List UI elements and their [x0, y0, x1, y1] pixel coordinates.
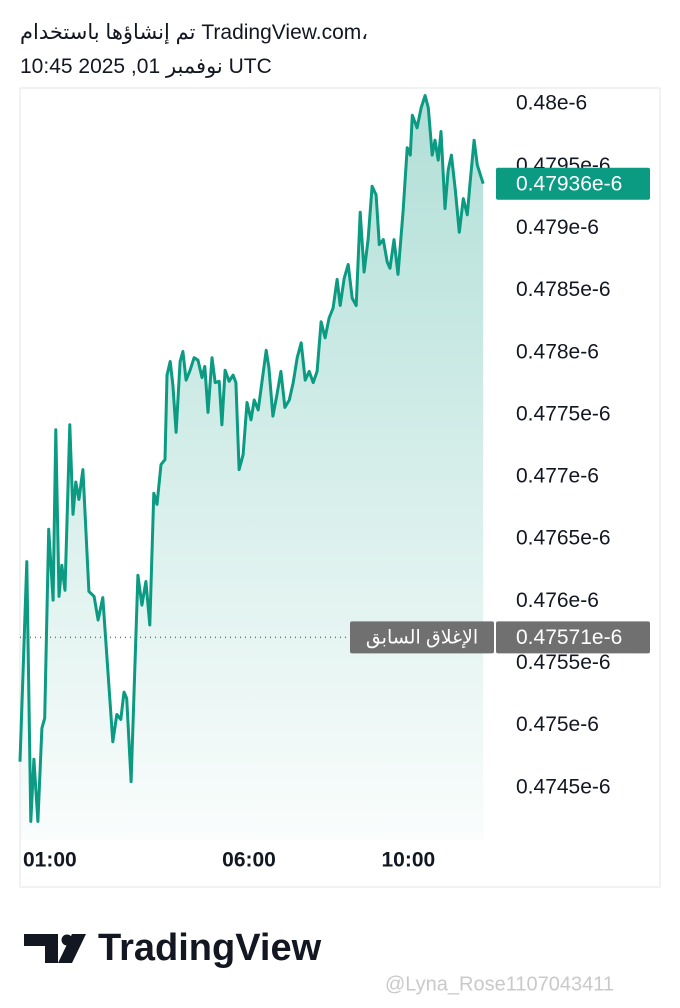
y-tick-label: 0.4755e-6 — [516, 651, 611, 674]
last-price-label: 0.47936e-6 — [516, 172, 622, 195]
area — [20, 95, 484, 840]
y-tick-label: 0.478e-6 — [516, 340, 599, 363]
watermark: @Lyna_Rose1107043411 — [385, 973, 614, 995]
chart-subtitle: 10:45 2025 ,01 نوفمبر UTC — [20, 55, 272, 78]
footer: TradingView @Lyna_Rose1107043411 — [24, 927, 614, 995]
y-tick-label: 0.4785e-6 — [516, 278, 611, 301]
y-tick-label: 0.4775e-6 — [516, 402, 611, 425]
logo-mark — [24, 934, 58, 963]
y-tick-label: 0.477e-6 — [516, 465, 599, 488]
y-tick-label: 0.476e-6 — [516, 589, 599, 612]
chart-title: تم إنشاؤها باستخدام TradingView.com، — [20, 21, 369, 44]
x-tick-label: 10:00 — [381, 849, 435, 872]
chart-frame — [19, 87, 661, 888]
previous-close-name: الإغلاق السابق — [366, 627, 478, 648]
logo-mark — [58, 934, 86, 963]
line — [18, 94, 485, 823]
y-tick-label: 0.475e-6 — [516, 713, 599, 736]
previous-close-name-box — [350, 621, 494, 654]
x-tick-label: 06:00 — [222, 849, 276, 872]
previous-close-label: 0.47571e-6 — [516, 626, 622, 649]
last-price-box — [496, 167, 650, 200]
x-tick-label: 01:00 — [23, 849, 77, 872]
previous-close-box — [496, 621, 650, 654]
y-tick-label: 0.479e-6 — [516, 216, 599, 239]
y-tick-label: 0.48e-6 — [516, 92, 587, 115]
y-tick-label: 0.4765e-6 — [516, 527, 611, 550]
y-tick-label: 0.4745e-6 — [516, 775, 611, 798]
brand: TradingView — [98, 927, 322, 969]
